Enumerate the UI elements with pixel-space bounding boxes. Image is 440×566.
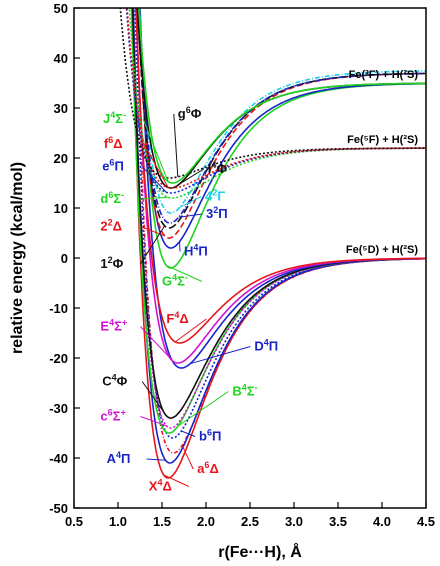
x-tick-label-4: 2.0 xyxy=(197,514,215,529)
curve-20 xyxy=(126,8,426,189)
curve-17 xyxy=(128,8,426,199)
y-tick-label-7: 10 xyxy=(54,201,68,216)
asymptote-label-1: Fe(³F) + H(²S) xyxy=(349,69,419,81)
curve-4 xyxy=(134,8,426,439)
state-arrow-20 xyxy=(143,143,169,188)
state-label-14: 12Φ xyxy=(100,255,123,271)
state-arrow-19 xyxy=(141,166,167,193)
x-tick-label-7: 3.5 xyxy=(329,514,347,529)
state-arrow-9 xyxy=(140,326,174,362)
state-label-19: e6Π xyxy=(102,158,124,174)
x-tick-label-2: 1.0 xyxy=(109,514,127,529)
y-tick-label-9: 30 xyxy=(54,101,68,116)
asymptote-label-3: Fe(⁵D) + H(²S) xyxy=(346,244,418,256)
asymptote-label-2: Fe(⁵F) + H(²S) xyxy=(347,134,418,146)
state-arrow-11 xyxy=(166,265,203,282)
state-label-16: 42Γ xyxy=(205,188,225,204)
x-tick-label-8: 4.0 xyxy=(373,514,391,529)
state-label-8: D4Π xyxy=(254,338,278,354)
state-arrow-21 xyxy=(173,113,179,177)
state-label-4: b6Π xyxy=(199,428,221,444)
state-label-10: F4Δ xyxy=(166,310,188,326)
curve-14 xyxy=(136,8,426,229)
state-arrow-10 xyxy=(174,318,207,343)
state-arrow-17 xyxy=(140,196,169,200)
state-arrow-5 xyxy=(177,391,229,427)
state-arrow-16 xyxy=(179,196,202,208)
state-label-7: C4Φ xyxy=(102,373,127,389)
state-label-6: c6Σ+ xyxy=(100,408,125,424)
curve-6 xyxy=(132,8,426,429)
curve-7 xyxy=(131,8,426,419)
state-label-22: J4Σ- xyxy=(103,110,126,126)
curve-10 xyxy=(135,8,426,344)
state-arrow-2 xyxy=(181,445,194,470)
state-arrow-7 xyxy=(141,381,167,417)
state-arrow-3 xyxy=(146,458,166,461)
plot-frame xyxy=(73,7,427,509)
y-axis-title: relative energy (kcal/mol) xyxy=(9,162,26,354)
state-label-20: f6Δ xyxy=(104,135,123,151)
y-tick-label-5: -10 xyxy=(49,301,68,316)
state-arrow-18 xyxy=(179,168,205,185)
state-arrow-6 xyxy=(140,416,167,427)
state-labels-layer: X4Δ a6Δ A4Π b6Π B4Σ-c6Σ+ C4Φ D4Π E4Σ+ F4Δ G4Σ- H4Π… xyxy=(100,69,418,494)
y-tick-label-4: -20 xyxy=(49,351,68,366)
x-tick-label-1: 0.5 xyxy=(65,514,83,529)
y-tick-label-2: -40 xyxy=(49,451,68,466)
state-arrow-22 xyxy=(142,118,169,182)
y-tick-label-6: 0 xyxy=(61,251,68,266)
curve-21 xyxy=(119,8,426,179)
state-label-12: H4Π xyxy=(184,243,208,259)
curve-13 xyxy=(137,8,426,239)
state-label-1: X4Δ xyxy=(149,478,172,494)
curve-22 xyxy=(138,8,426,184)
state-arrow-13 xyxy=(140,226,165,237)
state-arrow-15 xyxy=(178,213,203,218)
curves-layer xyxy=(119,8,426,479)
state-label-11: G4Σ- xyxy=(162,273,188,289)
x-tick-label-3: 1.5 xyxy=(153,514,171,529)
state-label-15: 32Π xyxy=(206,205,228,221)
curve-15 xyxy=(137,8,426,224)
state-arrow-4 xyxy=(181,430,196,437)
curve-16 xyxy=(138,8,426,214)
y-tick-label-3: -30 xyxy=(49,401,68,416)
state-label-13: 22Δ xyxy=(100,218,122,234)
state-label-2: a6Δ xyxy=(197,460,219,476)
axes-layer: 0.5 1.0 1.5 2.0 2.5 3.0 3.5 4.0 4.5 -50 -40 -30 -20 -… xyxy=(49,1,435,529)
x-tick-label-5: 2.5 xyxy=(241,514,259,529)
y-tick-label-1: -50 xyxy=(49,501,68,516)
state-label-9: E4Σ+ xyxy=(100,318,127,334)
state-label-3: A4Π xyxy=(107,450,131,466)
state-label-17: d6Σ- xyxy=(100,190,124,206)
state-arrow-14 xyxy=(139,225,166,265)
curve-5 xyxy=(130,8,426,434)
y-tick-label-11: 50 xyxy=(54,1,68,16)
state-arrow-1 xyxy=(163,474,190,487)
state-label-5: B4Σ- xyxy=(232,383,257,399)
y-tick-label-10: 40 xyxy=(54,51,68,66)
state-arrow-8 xyxy=(190,346,251,365)
x-tick-label-9: 4.5 xyxy=(417,514,435,529)
state-label-18: I4Φ xyxy=(208,160,228,176)
x-tick-label-6: 3.0 xyxy=(285,514,303,529)
state-label-21: g6Φ xyxy=(178,105,202,121)
x-axis-title: r(Fe···H), Å xyxy=(218,542,302,561)
y-tick-label-8: 20 xyxy=(54,151,68,166)
